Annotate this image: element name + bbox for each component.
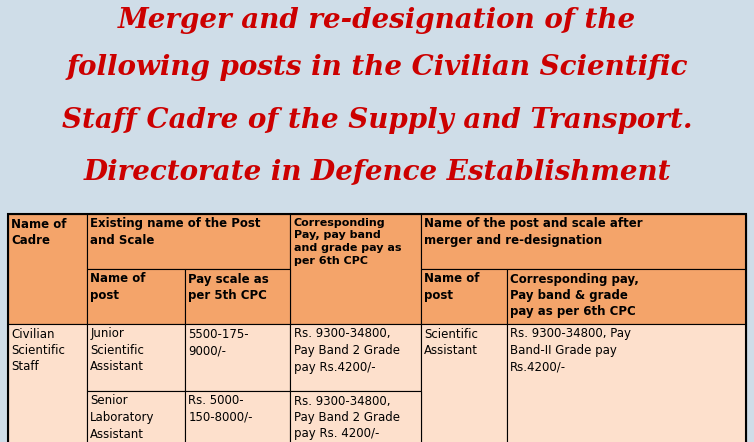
Text: Name of
post: Name of post bbox=[425, 273, 480, 302]
Bar bbox=[87, 324, 185, 391]
Text: Name of the post and scale after
merger and re-designation: Name of the post and scale after merger … bbox=[425, 217, 643, 247]
Bar bbox=[290, 391, 421, 442]
Bar bbox=[8, 214, 87, 324]
Text: Corresponding pay,
Pay band & grade
pay as per 6th CPC: Corresponding pay, Pay band & grade pay … bbox=[510, 273, 639, 319]
Bar bbox=[185, 391, 290, 442]
Bar bbox=[87, 391, 185, 442]
Text: Name of
Cadre: Name of Cadre bbox=[11, 217, 66, 247]
Bar bbox=[8, 214, 746, 442]
Bar bbox=[185, 269, 290, 324]
Text: Junior
Scientific
Assistant: Junior Scientific Assistant bbox=[90, 328, 144, 373]
Bar bbox=[290, 324, 421, 391]
Text: Directorate in Defence Establishment: Directorate in Defence Establishment bbox=[83, 159, 671, 186]
Bar bbox=[421, 269, 507, 324]
Bar bbox=[185, 324, 290, 391]
Text: Senior
Laboratory
Assistant: Senior Laboratory Assistant bbox=[90, 395, 155, 441]
Bar bbox=[507, 324, 746, 442]
Text: 5500-175-
9000/-: 5500-175- 9000/- bbox=[188, 328, 249, 357]
Text: Staff Cadre of the Supply and Transport.: Staff Cadre of the Supply and Transport. bbox=[62, 107, 692, 134]
Text: Name of
post: Name of post bbox=[90, 273, 146, 302]
Text: Rs. 9300-34800,
Pay Band 2 Grade
pay Rs.4200/-: Rs. 9300-34800, Pay Band 2 Grade pay Rs.… bbox=[294, 328, 400, 373]
Text: Scientific
Assistant: Scientific Assistant bbox=[425, 328, 478, 357]
Bar bbox=[87, 214, 290, 269]
Bar bbox=[421, 324, 507, 442]
Text: following posts in the Civilian Scientific: following posts in the Civilian Scientif… bbox=[66, 54, 688, 81]
Text: Rs. 5000-
150-8000/-: Rs. 5000- 150-8000/- bbox=[188, 395, 253, 424]
Bar bbox=[290, 214, 421, 324]
Bar bbox=[507, 269, 746, 324]
Text: Existing name of the Post
and Scale: Existing name of the Post and Scale bbox=[90, 217, 261, 247]
Text: Civilian
Scientific
Staff: Civilian Scientific Staff bbox=[11, 328, 65, 373]
Text: Corresponding
Pay, pay band
and grade pay as
per 6th CPC: Corresponding Pay, pay band and grade pa… bbox=[294, 217, 401, 266]
Text: Pay scale as
per 5th CPC: Pay scale as per 5th CPC bbox=[188, 273, 269, 302]
Text: Rs. 9300-34800,
Pay Band 2 Grade
pay Rs. 4200/-: Rs. 9300-34800, Pay Band 2 Grade pay Rs.… bbox=[294, 395, 400, 441]
Text: Rs. 9300-34800, Pay
Band-II Grade pay
Rs.4200/-: Rs. 9300-34800, Pay Band-II Grade pay Rs… bbox=[510, 328, 631, 373]
Bar bbox=[421, 214, 746, 269]
Bar bbox=[8, 324, 87, 442]
Text: Merger and re-designation of the: Merger and re-designation of the bbox=[118, 7, 636, 34]
Bar bbox=[87, 269, 185, 324]
